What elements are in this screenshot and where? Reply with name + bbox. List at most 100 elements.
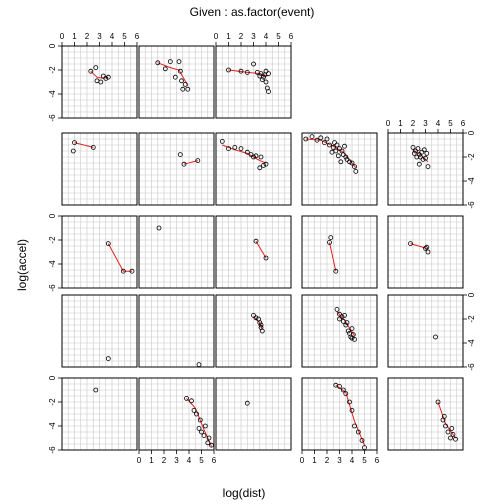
- panel-r1-c3: [301, 132, 378, 206]
- x-tick-label: 0: [300, 456, 305, 465]
- data-point: [348, 334, 354, 340]
- x-tick-label: 6: [461, 119, 466, 128]
- data-point: [253, 315, 259, 321]
- y-tick-label: -4: [48, 90, 57, 98]
- x-tick-label: 1: [72, 32, 77, 41]
- y-tick-label: -2: [48, 398, 57, 406]
- data-point: [349, 407, 355, 413]
- data-point: [343, 154, 349, 160]
- y-tick-label: -6: [48, 446, 57, 454]
- data-point: [322, 140, 327, 146]
- data-point: [258, 71, 264, 76]
- x-tick-label: 1: [312, 456, 317, 465]
- y-axis-label: log(accel): [15, 239, 29, 291]
- panel-frame: [215, 132, 292, 206]
- x-tick-label: 3: [251, 32, 256, 41]
- data-point: [226, 67, 231, 73]
- data-point: [194, 411, 199, 417]
- data-point: [244, 70, 250, 75]
- panel-r1-c4: [387, 132, 464, 206]
- data-point: [238, 146, 244, 152]
- data-point: [423, 245, 428, 251]
- data-point: [251, 61, 256, 67]
- data-point: [105, 356, 111, 362]
- x-tick-label: 0: [214, 32, 219, 41]
- x-tick-label: 5: [122, 32, 127, 41]
- x-tick-label: 2: [239, 32, 244, 41]
- panel-r0-c2: [215, 45, 292, 119]
- x-tick-label: 3: [174, 456, 179, 465]
- data-point: [335, 153, 341, 159]
- smoother-line: [90, 70, 109, 79]
- y-tick-label: 0: [48, 43, 57, 48]
- data-point: [353, 168, 359, 174]
- data-point: [256, 316, 261, 322]
- data-point: [414, 154, 420, 160]
- panel-frame: [138, 132, 215, 206]
- panel-frame: [215, 294, 292, 368]
- panel-r1-c2: [215, 132, 292, 206]
- x-tick-label: 2: [85, 32, 90, 41]
- x-tick-label: 4: [110, 32, 115, 41]
- data-point: [98, 79, 104, 85]
- data-point: [180, 86, 186, 92]
- smoother-line: [74, 142, 94, 148]
- y-axis: 0 -2 -4 -6: [462, 130, 476, 209]
- data-point: [90, 144, 96, 150]
- data-point: [349, 326, 355, 332]
- x-tick-label: 3: [423, 119, 428, 128]
- x-tick-label: 5: [448, 119, 453, 128]
- y-tick-label: 0: [48, 375, 57, 380]
- data-point: [206, 435, 212, 441]
- data-point: [105, 74, 111, 80]
- data-point: [347, 159, 352, 165]
- x-tick-label: 1: [398, 119, 403, 128]
- panel-frame: [215, 215, 292, 289]
- y-axis: 0 -2 -4 -6: [48, 213, 63, 292]
- data-point: [328, 235, 334, 241]
- data-point: [105, 241, 111, 247]
- x-tick-label: 5: [199, 456, 204, 465]
- data-point: [189, 398, 194, 404]
- data-point: [420, 156, 426, 162]
- data-point: [226, 146, 231, 152]
- smoother-line: [228, 69, 269, 77]
- data-point: [263, 161, 269, 167]
- data-point: [179, 78, 184, 84]
- data-point: [332, 140, 337, 146]
- smoother-line: [410, 243, 427, 249]
- data-point: [72, 140, 77, 146]
- x-tick-label: 4: [350, 456, 355, 465]
- data-point: [445, 429, 451, 435]
- panel-frame: [138, 294, 215, 368]
- y-tick-label: -4: [467, 177, 476, 185]
- data-point: [196, 425, 202, 431]
- data-point: [343, 322, 349, 328]
- smoother-line: [253, 316, 263, 330]
- data-point: [347, 399, 352, 405]
- data-point: [244, 400, 250, 406]
- data-point: [253, 153, 259, 159]
- data-point: [337, 383, 342, 389]
- data-point: [421, 147, 427, 153]
- data-point: [181, 161, 187, 167]
- data-point: [453, 436, 458, 442]
- data-point: [340, 387, 346, 393]
- x-tick-label: 1: [226, 32, 231, 41]
- panel-frame: [301, 215, 378, 289]
- y-tick-label: -6: [467, 201, 476, 209]
- data-point: [263, 255, 269, 261]
- data-point: [334, 306, 340, 312]
- data-point: [349, 335, 355, 341]
- x-tick-label: 6: [135, 32, 140, 41]
- data-point: [327, 142, 332, 148]
- data-point: [184, 395, 189, 401]
- data-point: [257, 165, 263, 171]
- panel-r3-c4: [387, 294, 464, 368]
- data-point: [303, 136, 309, 142]
- data-point: [352, 336, 357, 342]
- data-point: [155, 60, 161, 66]
- data-point: [197, 417, 203, 423]
